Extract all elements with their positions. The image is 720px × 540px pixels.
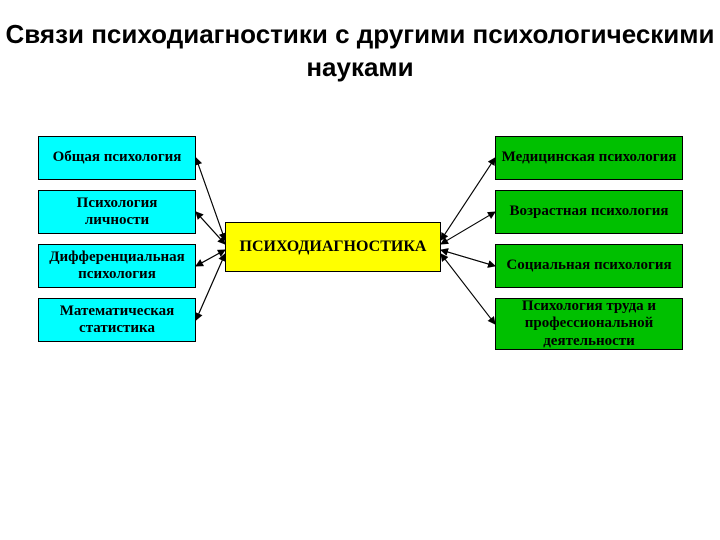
node-psychodiagnostics: ПСИХОДИАГНОСТИКА [225,222,441,272]
node-differential: Дифференциальная психология [38,244,196,288]
node-general-psych: Общая психология [38,136,196,180]
node-center-label: ПСИХОДИАГНОСТИКА [240,238,427,256]
node-social: Социальная психология [495,244,683,288]
node-labor: Психология труда и профессиональной деят… [495,298,683,350]
node-developmental: Возрастная психология [495,190,683,234]
node-label: Психология личности [43,195,191,230]
node-label: Медицинская психология [502,149,677,166]
node-medical: Медицинская психология [495,136,683,180]
node-label: Психология труда и профессиональной деят… [500,298,678,350]
node-math-stats: Математическая статистика [38,298,196,342]
node-label: Возрастная психология [509,203,668,220]
node-label: Социальная психология [506,257,671,274]
node-label: Математическая статистика [43,303,191,338]
node-personality: Психология личности [38,190,196,234]
node-label: Дифференциальная психология [43,249,191,284]
page-title: Связи психодиагностики с другими психоло… [0,0,720,83]
node-label: Общая психология [53,149,182,166]
